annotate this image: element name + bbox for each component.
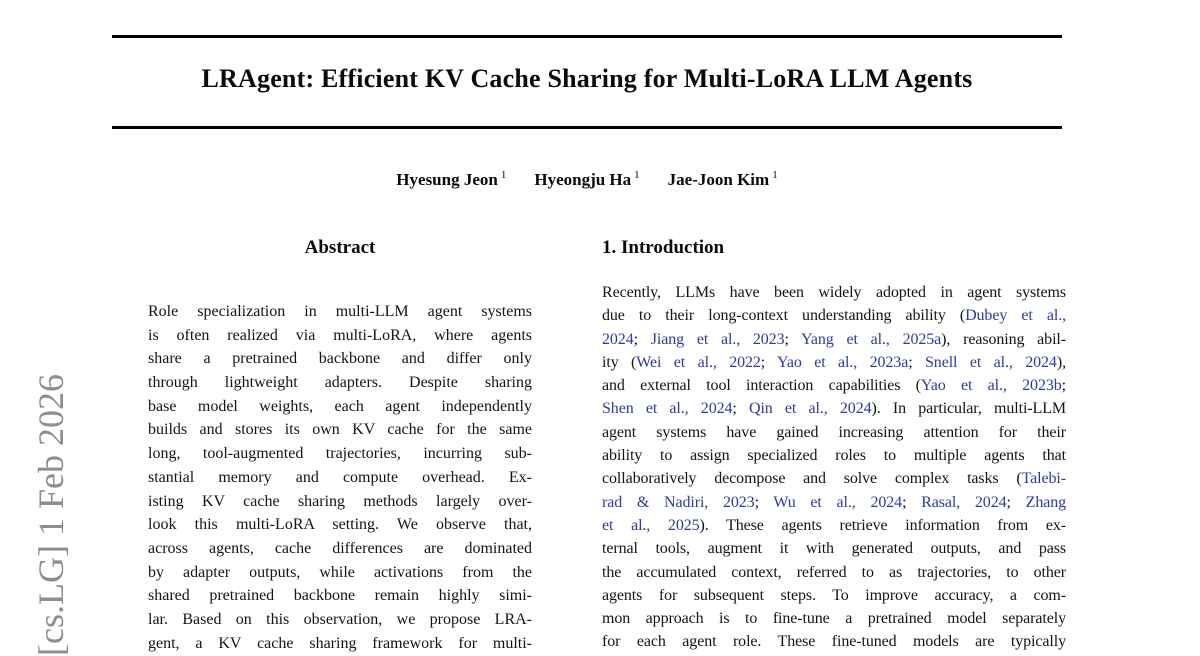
body-text: mon approach is to fine-tune a pretraine… [602,610,1066,628]
introduction-line: ternal tools, augment it with generated … [602,537,1066,560]
abstract-line: is often realized via multi-LoRA, where … [148,326,532,344]
introduction-line: ity (Wei et al., 2022; Yao et al., 2023a… [602,351,1066,374]
abstract-heading: Abstract [304,237,376,258]
abstract-line: look this multi-LoRA setting. We observe… [148,516,532,534]
body-text: collaboratively decompose and solve comp… [602,470,1022,488]
abstract-line: gent, a KV cache sharing framework for m… [148,634,532,652]
abstract-line: across agents, cache differences are dom… [148,539,532,557]
body-text: agents for subsequent steps. To improve … [602,586,1066,604]
abstract-line: lar. Based on this observation, we propo… [148,610,532,628]
introduction-line: mon approach is to fine-tune a pretraine… [602,607,1066,630]
body-text: ; [902,493,922,511]
citation-link[interactable]: Rasal, 2024 [921,493,1007,511]
abstract-body: Role specialization in multi-LLM agent s… [148,300,532,655]
body-text: ; [908,353,925,371]
abstract-line: share a pretrained backbone and differ o… [148,350,532,368]
citation-link[interactable]: Wu et al., 2024 [773,493,903,511]
introduction-line: for each agent role. These fine-tuned mo… [602,630,1066,653]
citation-link[interactable]: Jiang et al., 2023 [650,330,785,348]
introduction-heading: 1. Introduction [602,237,725,258]
body-text: ; [760,353,777,371]
abstract-line: long, tool-augmented trajectories, incur… [148,445,532,463]
introduction-line: Recently, LLMs have been widely adopted … [602,281,1066,304]
introduction-line: agents for subsequent steps. To improve … [602,584,1066,607]
abstract-line: base model weights, each agent independe… [148,397,532,415]
citation-link[interactable]: Yao et al., 2023b [920,377,1062,395]
body-text: ; [732,400,749,418]
introduction-line: rad & Nadiri, 2023; Wu et al., 2024; Ras… [602,491,1066,514]
citation-link[interactable]: 2024 [602,330,634,348]
author-name: Hyesung Jeon 1 [396,169,507,189]
body-text: ). These agents retrieve information fro… [699,516,1067,534]
abstract-line: Role specialization in multi-LLM agent s… [148,303,532,320]
body-text: for each agent role. These fine-tuned mo… [602,633,1066,651]
author-name: Jae-Joon Kim 1 [667,169,778,189]
body-text: ), reasoning abil- [941,330,1067,348]
citation-link[interactable]: Wei et al., 2022 [636,353,761,371]
introduction-line: and external tool interaction capabiliti… [602,374,1066,397]
citation-link[interactable]: Talebi- [1021,470,1066,488]
citation-link[interactable]: Dubey et al., [965,307,1066,325]
author-line: Hyesung Jeon 1 Hyeongju Ha 1 Jae-Joon Kim 1 [112,169,1062,190]
body-text: ; [784,330,802,348]
body-text: the accumulated context, referred to as … [602,563,1066,581]
introduction-line: agent systems have gained increasing att… [602,421,1066,444]
citation-link[interactable]: Zhang [1025,493,1067,511]
introduction-line: the accumulated context, referred to as … [602,561,1066,584]
introduction-line: ability to assign specialized roles to m… [602,444,1066,467]
body-text: ; [754,493,774,511]
introduction-line: et al., 2025). These agents retrieve inf… [602,514,1066,537]
body-text: Recently, LLMs have been widely adopted … [602,284,1066,301]
citation-link[interactable]: et al., 2025 [602,516,700,534]
author-affiliation-mark: 1 [772,169,778,181]
citation-link[interactable]: Shen et al., 2024 [602,400,733,418]
body-text: ; [1006,493,1026,511]
author-affiliation-mark: 1 [500,169,507,181]
abstract-line: isting KV cache sharing methods largely … [148,492,532,510]
introduction-line: collaboratively decompose and solve comp… [602,467,1066,490]
author-name: Hyeongju Ha 1 [534,169,640,189]
abstract-line: builds and stores its own KV cache for t… [148,421,532,439]
introduction-body: Recently, LLMs have been widely adopted … [602,281,1066,654]
arxiv-watermark: [cs.LG] 1 Feb 2026 [31,374,71,656]
abstract-line: stantial memory and compute overhead. Ex… [148,468,532,486]
introduction-line: due to their long-context understanding … [602,304,1066,327]
author-affiliation-mark: 1 [634,169,640,181]
body-text: ity ( [602,353,637,371]
citation-link[interactable]: Qin et al., 2024 [749,400,872,418]
abstract-line: shared pretrained backbone remain highly… [148,587,532,605]
body-text: agent systems have gained increasing att… [602,423,1066,441]
body-text: ), [1056,353,1066,371]
abstract-line: by adapter outputs, while activations fr… [148,563,532,581]
body-text: due to their long-context understanding … [602,307,966,325]
body-text: ). In particular, multi-LLM [871,400,1067,418]
citation-link[interactable]: Snell et al., 2024 [925,353,1057,371]
title-rule-bottom [112,126,1062,129]
body-text: ternal tools, augment it with generated … [602,540,1066,558]
body-text: ; [1061,377,1066,395]
title-rule-top [112,35,1062,38]
citation-link[interactable]: rad & Nadiri, 2023 [602,493,755,511]
citation-link[interactable]: Yao et al., 2023a [777,353,909,371]
body-text: ; [633,330,651,348]
abstract-line: through lightweight adapters. Despite sh… [148,374,532,392]
paper-title: LRAgent: Efficient KV Cache Sharing for … [201,64,973,93]
body-text: ability to assign specialized roles to m… [602,447,1066,465]
citation-link[interactable]: Yang et al., 2025a [801,330,942,348]
introduction-line: 2024; Jiang et al., 2023; Yang et al., 2… [602,328,1066,351]
body-text: and external tool interaction capabiliti… [602,377,921,395]
introduction-line: Shen et al., 2024; Qin et al., 2024). In… [602,397,1066,420]
